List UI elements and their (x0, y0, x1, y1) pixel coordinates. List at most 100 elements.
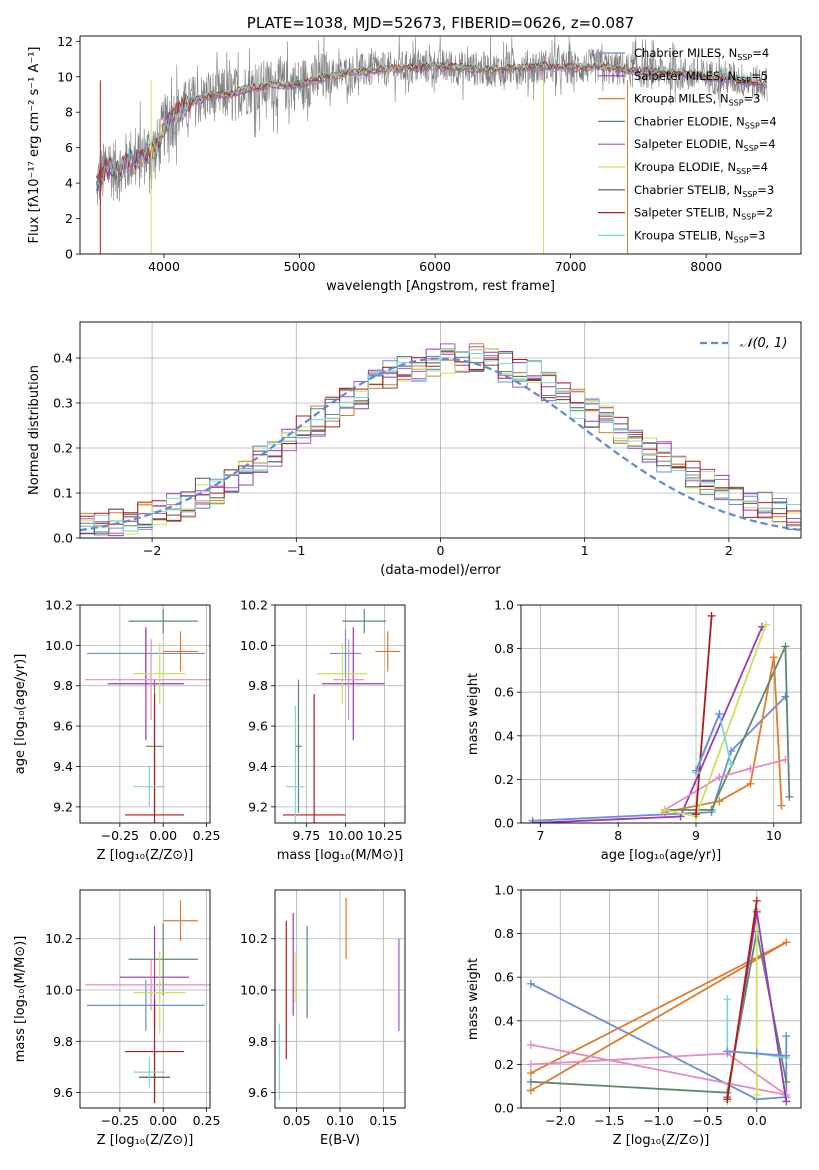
x-tick-label: 6000 (419, 259, 451, 274)
legend-entry-count: =2 (756, 206, 773, 220)
legend-entry-count: =4 (751, 160, 768, 174)
y-tick-label: 0.0 (494, 816, 514, 831)
weight-point-marker (781, 755, 790, 764)
weight-series-line (695, 615, 713, 815)
gridlines (80, 604, 210, 823)
legend-entry-count: =3 (757, 183, 774, 197)
y-tick-label: 0.6 (494, 970, 514, 985)
error-bar-point (85, 639, 210, 721)
weight-point-marker (782, 1097, 791, 1106)
legend-entry: Salpeter ELODIE, NSSP=4 (634, 137, 776, 153)
legend-entry-subscript: SSP (742, 190, 757, 199)
y-tick-label: 0.3 (53, 396, 73, 411)
y-tick-label: 0.2 (494, 1057, 514, 1072)
error-bar-point (107, 627, 184, 741)
y-tick-label: 0.8 (494, 641, 514, 656)
y-axis-label: Normed distribution (27, 365, 42, 495)
legend-entry: 𝒩(0, 1) (740, 336, 787, 351)
weight-point-marker (692, 810, 700, 819)
y-tick-label: 10.2 (45, 598, 73, 613)
weight-point-marker (526, 1069, 535, 1078)
legend-entry-subscript: SSP (729, 99, 744, 108)
axes-residuals: −2 −1 0 1 2 0.0 0.1 0.2 0.3 0.4 (data-model)/error… (27, 321, 802, 578)
legend-entry-subscript: SSP (734, 235, 749, 244)
x-tick-label: 0.15 (369, 1113, 397, 1128)
y-tick-label: 10.0 (45, 638, 73, 653)
axes-frame (79, 604, 211, 824)
weight-point-marker (723, 1047, 732, 1056)
x-tick-label: −1.0 (643, 1113, 673, 1128)
x-axis-label: Z [log₁₀(Z/Z⊙)] (613, 1133, 710, 1148)
y-tick-label: 2 (65, 211, 73, 226)
legend-entry: Chabrier STELIB, NSSP=3 (634, 183, 774, 199)
y-axis-label: mass weight (466, 958, 481, 1040)
legend-entry-subscript: SSP (737, 53, 752, 62)
legend-entry-subscript: SSP (736, 167, 751, 176)
axes-Z-age: −0.25 0.00 0.25 9.2 9.4 9.6 9.8 10.0 10.2 Z [log₁… (13, 598, 220, 864)
y-tick-label: 10 (57, 69, 73, 84)
x-axis-label: mass [log₁₀(M/M⊙)] (277, 848, 404, 863)
x-tick-label: 0.10 (326, 1113, 354, 1128)
error-bar-point (317, 643, 368, 704)
y-tick-label: 0 (65, 247, 73, 262)
x-tick-label: −0.5 (692, 1113, 722, 1128)
x-tick-label: 5000 (284, 259, 316, 274)
axes-frame (79, 889, 211, 1109)
y-tick-label: 9.4 (53, 759, 73, 774)
weight-point-marker (746, 764, 755, 773)
y-tick-label: 0.2 (53, 441, 73, 456)
weight-point-marker (777, 801, 786, 810)
y-axis-label: age [log₁₀(age/yr)] (13, 654, 28, 775)
y-axis-label: mass [log₁₀(M/M⊙)] (13, 936, 28, 1063)
weight-point-marker (781, 642, 790, 651)
legend-entry-count: =4 (760, 114, 777, 128)
y-tick-label: 0.8 (494, 926, 514, 941)
error-bar-point (133, 1056, 165, 1088)
axes-ebv-mass: 0.05 0.10 0.15 9.6 9.8 10.0 10.2 E(B-V) (240, 889, 406, 1148)
axes-spectrum: 4000 5000 6000 7000 8000 0 2 4 6 8 10 12 wavelength … (27, 14, 802, 294)
y-tick-label: 9.8 (248, 678, 268, 693)
weight-series-line (664, 646, 791, 811)
y-tick-label: 12 (57, 34, 73, 49)
x-tick-label: 8 (614, 828, 622, 843)
legend-entry-count: =4 (759, 137, 776, 151)
legend-entry: Kroupa STELIB, NSSP=3 (634, 228, 765, 244)
weight-point-marker (660, 805, 669, 814)
legend-entry: Salpeter MILES, NSSP=5 (634, 69, 768, 85)
x-tick-label: 10.00 (328, 828, 364, 843)
weight-point-marker (707, 805, 716, 814)
y-tick-label: 9.2 (248, 799, 268, 814)
legend-entry-name: Kroupa STELIB, N (634, 228, 734, 242)
weight-point-marker (526, 1040, 535, 1049)
error-bar-point (128, 609, 198, 634)
axes-mass-age: 9.75 10.00 10.25 9.2 9.4 9.6 9.8 10.0 10.2 mass [… (240, 598, 406, 863)
error-bar-point (85, 959, 210, 1011)
error-bar-point (125, 693, 184, 823)
y-tick-label: 10.2 (45, 931, 73, 946)
x-axis-label: (data-model)/error (380, 563, 501, 578)
x-tick-label: 4000 (148, 259, 180, 274)
model-spectrum-line (95, 59, 767, 188)
error-bar-point (321, 627, 385, 741)
error-bar-point (86, 979, 205, 1032)
x-axis-label: age [log₁₀(age/yr)] (601, 848, 722, 863)
weight-point-marker (723, 1095, 732, 1104)
weight-point-marker (746, 779, 755, 788)
error-bar-point (329, 629, 362, 678)
x-tick-label: −1 (287, 543, 305, 558)
errorbar-plot (85, 900, 210, 1103)
weight-point-marker (528, 819, 537, 823)
error-bar-point (342, 609, 387, 634)
weight-point-marker (762, 620, 770, 629)
y-tick-label: 10.0 (45, 983, 73, 998)
y-tick-label: 9.6 (53, 1085, 73, 1100)
axes-frame (520, 604, 802, 824)
x-tick-label: −2 (143, 543, 161, 558)
weight-series-line (726, 900, 758, 1100)
errorbar-plot (85, 609, 210, 823)
y-tick-label: 9.6 (248, 719, 268, 734)
weight-point-marker (707, 611, 716, 620)
y-tick-label: 9.8 (53, 678, 73, 693)
axes-age-weight: 7 8 9 10 0.0 0.2 0.4 0.6 0.8 1.0 age [log₁₀(age/yr… (466, 598, 802, 863)
